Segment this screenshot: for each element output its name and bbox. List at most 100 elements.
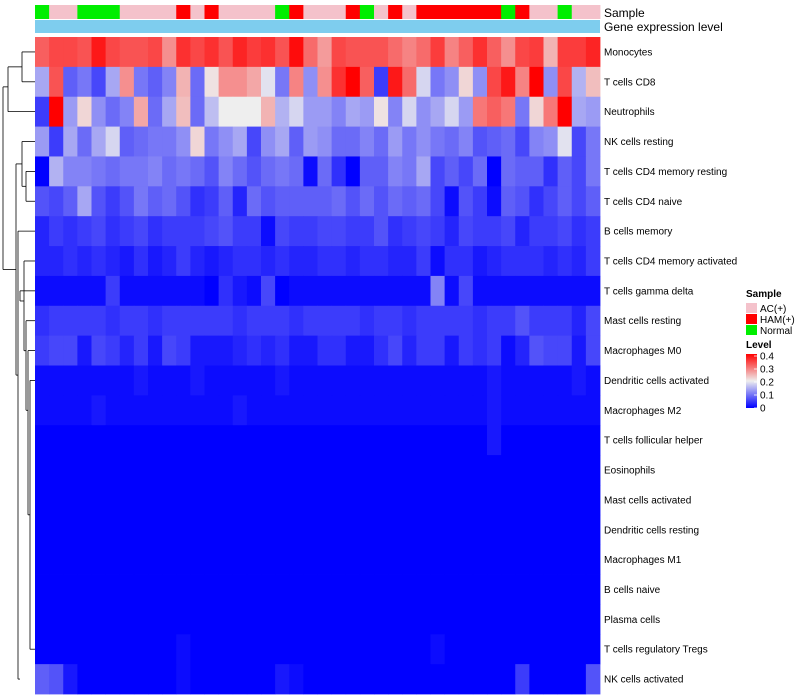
heatmap-cell	[133, 275, 149, 307]
heatmap-cell	[218, 455, 234, 486]
heatmap-cell	[402, 96, 417, 127]
heatmap-cell	[232, 126, 248, 157]
heatmap-cell	[148, 365, 163, 396]
sample-legend-label: HAM(+)	[760, 315, 795, 326]
sample-anno-cell	[133, 5, 149, 19]
heatmap-cell	[359, 305, 375, 337]
heatmap-cell	[487, 37, 502, 68]
heatmap-cell	[359, 604, 375, 635]
heatmap-cell	[49, 246, 64, 277]
heatmap-cell	[162, 275, 177, 307]
heatmap-cell	[585, 186, 601, 217]
heatmap-cell	[359, 365, 375, 396]
heatmap-cell	[232, 37, 248, 68]
sample-anno-cell	[218, 5, 234, 19]
heatmap-cell	[487, 395, 502, 426]
heatmap-cell	[261, 604, 276, 635]
heatmap-cell	[176, 514, 191, 546]
heatmap-cell	[133, 246, 149, 277]
heatmap-cell	[374, 335, 389, 366]
heatmap-cell	[317, 544, 333, 575]
heatmap-cell	[232, 335, 248, 366]
heatmap-cell	[91, 335, 107, 366]
heatmap-cell	[105, 365, 121, 396]
sample-annotation-bar	[35, 5, 601, 19]
heatmap-cell	[458, 514, 474, 546]
heatmap-cell	[303, 604, 318, 635]
heatmap-cell	[91, 484, 107, 516]
heatmap-cell	[430, 484, 446, 516]
heatmap-cell	[444, 66, 460, 98]
heatmap-cell	[487, 425, 502, 456]
heatmap-cell	[218, 664, 234, 695]
heatmap-cell	[246, 275, 262, 307]
heatmap-cell	[232, 395, 248, 426]
row-label: T cells follicular helper	[604, 436, 703, 447]
heatmap-cell	[105, 216, 121, 247]
heatmap-cell	[176, 664, 191, 695]
sample-legend-label: Normal	[760, 326, 792, 337]
heatmap-cell	[77, 156, 92, 187]
heatmap-cell	[119, 305, 135, 337]
sample-anno-cell	[49, 5, 64, 19]
heatmap-cell	[402, 335, 417, 366]
heatmap-cell	[317, 216, 333, 247]
heatmap-cell	[204, 365, 220, 396]
heatmap-cell	[49, 455, 64, 486]
heatmap-cell	[345, 216, 361, 247]
heatmap-cell	[430, 126, 446, 157]
heatmap-cell	[529, 514, 544, 546]
heatmap-cell	[402, 544, 417, 575]
row-label: T cells CD4 memory resting	[604, 167, 727, 178]
heatmap-cell	[91, 305, 107, 337]
heatmap-cell	[585, 305, 601, 337]
heatmap-cell	[49, 96, 64, 127]
heatmap-cell	[345, 484, 361, 516]
heatmap-cell	[402, 455, 417, 486]
sample-anno-cell	[232, 5, 248, 19]
heatmap-cell	[402, 246, 417, 277]
heatmap-cell	[105, 514, 121, 546]
heatmap-cell	[585, 66, 601, 98]
heatmap-cell	[416, 544, 431, 575]
heatmap-cell	[105, 574, 121, 605]
heatmap-cell	[430, 664, 446, 695]
heatmap-cell	[444, 425, 460, 456]
row-label: Macrophages M0	[604, 346, 682, 357]
heatmap-cell	[289, 455, 304, 486]
heatmap-cell	[472, 37, 488, 68]
heatmap-cell	[303, 484, 318, 516]
heatmap-cell	[444, 335, 460, 366]
heatmap-cell	[49, 305, 64, 337]
heatmap-cell	[543, 664, 559, 695]
heatmap-cell	[261, 305, 276, 337]
heatmap-cell	[289, 484, 304, 516]
heatmap-cell	[49, 126, 64, 157]
heatmap-cell	[105, 66, 121, 98]
heatmap-cell	[345, 664, 361, 695]
heatmap-cell	[218, 365, 234, 396]
heatmap-cell	[317, 604, 333, 635]
heatmap-cell	[275, 275, 290, 307]
heatmap-cell	[77, 126, 92, 157]
heatmap-cell	[275, 365, 290, 396]
heatmap-cell	[359, 246, 375, 277]
heatmap-cell	[345, 574, 361, 605]
heatmap-cell	[105, 634, 121, 665]
heatmap-cell	[317, 664, 333, 695]
heatmap-cell	[416, 37, 431, 68]
heatmap-cell	[35, 126, 50, 157]
heatmap-cell	[388, 514, 403, 546]
heatmap-cell	[501, 37, 516, 68]
heatmap-cell	[204, 305, 220, 337]
heatmap-cell	[77, 544, 92, 575]
heatmap-cell	[119, 275, 135, 307]
heatmap-cell	[317, 246, 333, 277]
heatmap-cell	[402, 156, 417, 187]
heatmap-cell	[148, 335, 163, 366]
heatmap-cell	[91, 604, 107, 635]
heatmap-cell	[119, 604, 135, 635]
heatmap-cell	[430, 66, 446, 98]
heatmap-cell	[571, 395, 587, 426]
heatmap-cell	[232, 365, 248, 396]
